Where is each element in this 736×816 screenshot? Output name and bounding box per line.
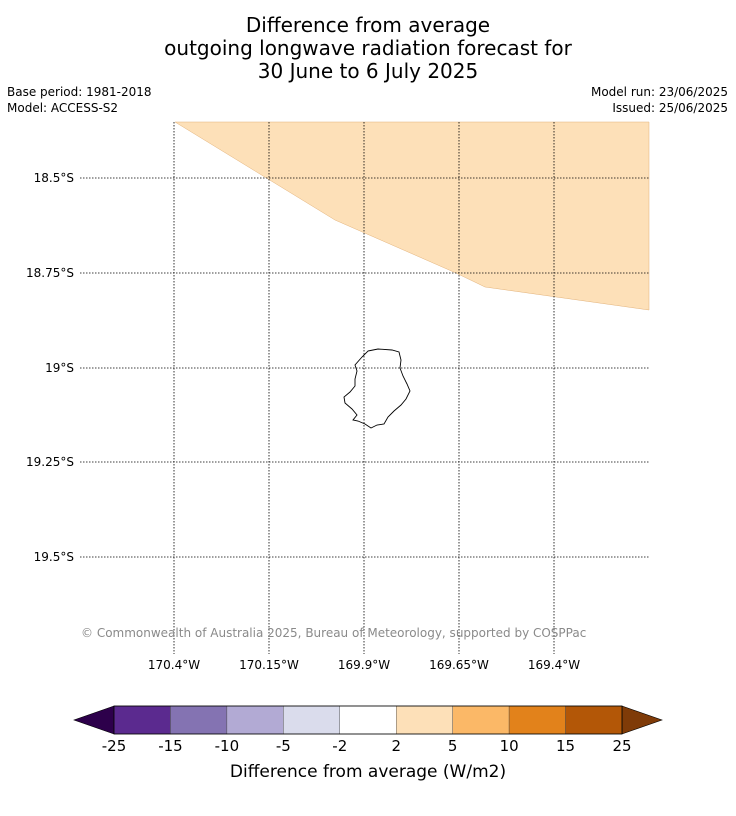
colorbar-swatch [170, 705, 228, 735]
lat-label: 18.5°S [34, 171, 74, 185]
meta-left: Base period: 1981-2018 Model: ACCESS-S2 [7, 84, 152, 116]
colorbar-swatch [396, 705, 453, 735]
lon-label: 169.4°W [528, 658, 580, 672]
lon-label: 169.65°W [429, 658, 489, 672]
model-run-text: Model run: 23/06/2025 [590, 85, 728, 99]
base-period-text: Base period: 1981-2018 [7, 85, 152, 99]
model-text: Model: ACCESS-S2 [7, 101, 119, 115]
issued-text: Issued: 25/06/2025 [612, 101, 728, 115]
colorbar-tick-label: -10 [215, 737, 240, 755]
title-line: 30 June to 6 July 2025 [257, 59, 479, 83]
colorbar-label: Difference from average (W/m2) [229, 762, 507, 782]
colorbar-under-arrow [73, 705, 115, 735]
meta-right: Model run: 23/06/2025 Issued: 25/06/2025 [591, 84, 728, 116]
colorbar-swatch [339, 705, 397, 735]
lat-label: 19.5°S [34, 550, 74, 564]
colorbar-over-arrow [621, 705, 663, 735]
lon-label: 169.9°W [338, 658, 390, 672]
colorbar-tick-label: 10 [500, 737, 519, 755]
colorbar-tick-label: 15 [556, 737, 575, 755]
lat-label: 19.25°S [26, 455, 74, 469]
map-title: Difference from average outgoing longwav… [0, 14, 736, 83]
colorbar-tick-label: -25 [102, 737, 127, 755]
colorbar-swatch [565, 705, 623, 735]
lon-label: 170.4°W [148, 658, 200, 672]
colorbar-swatch [113, 705, 171, 735]
island-coastline [343, 348, 411, 429]
colorbar-swatch [508, 705, 566, 735]
copyright-notice: © Commonwealth of Australia 2025, Bureau… [81, 626, 587, 640]
lon-label: 170.15°W [239, 658, 299, 672]
colorbar-swatch [226, 705, 284, 735]
title-line: outgoing longwave radiation forecast for [164, 36, 572, 60]
colorbar-tick-label: 2 [391, 737, 401, 755]
title-line: Difference from average [245, 13, 491, 37]
colorbar-tick-label: -15 [158, 737, 183, 755]
colorbar-tick-label: 5 [448, 737, 458, 755]
anomaly-region [174, 121, 650, 311]
colorbar: -25 -15 -10 -5 -2 2 5 10 15 25 [73, 705, 663, 755]
colorbar-tick-label: -5 [276, 737, 291, 755]
colorbar-swatch [283, 705, 340, 735]
lat-label: 18.75°S [26, 266, 74, 280]
colorbar-outline [113, 705, 623, 735]
lat-label: 19°S [45, 361, 74, 375]
gridlines [80, 122, 649, 654]
colorbar-swatch [452, 705, 510, 735]
colorbar-tick-label: -2 [332, 737, 347, 755]
colorbar-tick-label: 25 [612, 737, 631, 755]
